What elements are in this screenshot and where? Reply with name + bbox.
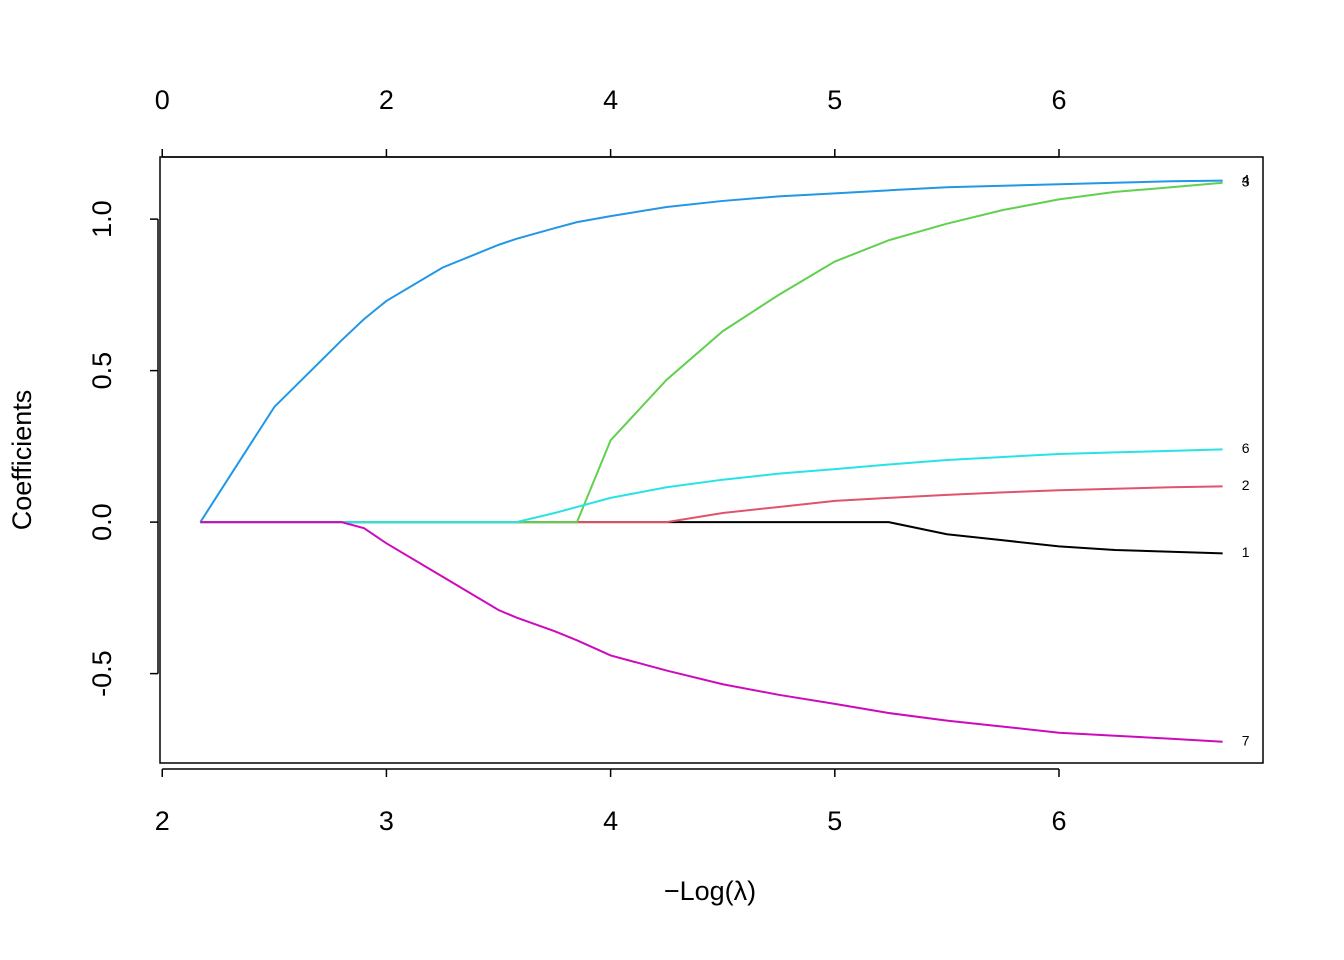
y-tick-label: 1.0 [87,200,117,238]
series-line [200,521,1223,555]
series-line [200,448,1223,524]
plot-frame [159,156,1264,764]
x-tick-label: 5 [827,806,842,836]
x-tick-label: 3 [379,806,394,836]
series-line [200,181,1223,524]
x-tick-label: 6 [1051,806,1066,836]
series-label: 4 [1242,171,1250,187]
x2-tick-label: 6 [1051,85,1066,115]
series-label: 2 [1242,477,1250,493]
series-label: 6 [1242,440,1250,456]
series-line [200,521,1223,743]
x2-tick-label: 4 [603,85,618,115]
series-line [199,179,1223,523]
y-tick-label: 0.5 [87,352,117,390]
series-line [200,485,1223,524]
x-axis-label: −Log(λ) [664,876,756,906]
x-tick-label: 4 [603,806,618,836]
y-tick-label: 0.0 [87,503,117,541]
x2-tick-label: 5 [827,85,842,115]
x2-tick-label: 2 [379,85,394,115]
series-label: 7 [1242,732,1250,748]
x-tick-label: 2 [155,806,170,836]
y-tick-label: -0.5 [87,650,117,697]
series-label: 1 [1242,544,1250,560]
series-label: 3 [1242,173,1250,189]
y-axis-label: Coefficients [7,390,37,531]
x2-tick-label: 0 [155,85,170,115]
